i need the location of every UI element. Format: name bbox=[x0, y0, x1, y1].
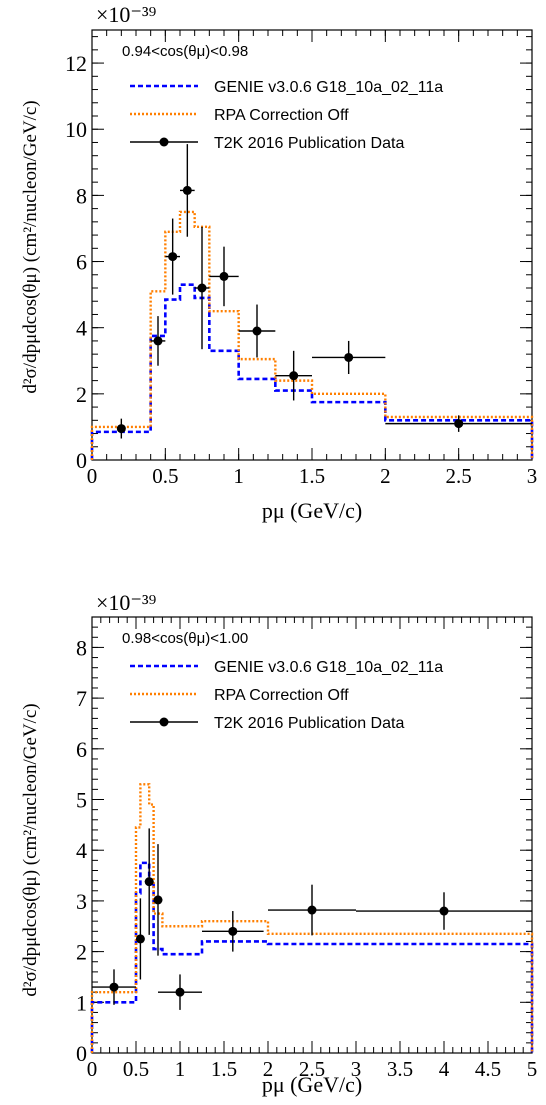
y-multiplier-label: ×10⁻³⁹ bbox=[96, 590, 157, 615]
x-tick-label: 4.5 bbox=[475, 1057, 501, 1081]
y-tick-label: 1 bbox=[76, 990, 87, 1015]
y-tick-label: 6 bbox=[76, 250, 87, 275]
data-point bbox=[175, 987, 185, 997]
legend-label: GENIE v3.0.6 G18_10a_02_11a bbox=[214, 79, 443, 96]
data-point bbox=[439, 906, 449, 916]
y-tick-label: 3 bbox=[76, 889, 87, 914]
data-point bbox=[182, 185, 192, 195]
data-point bbox=[153, 895, 163, 905]
x-tick-label: 3 bbox=[351, 1057, 362, 1081]
x-tick-label: 3.5 bbox=[387, 1057, 413, 1081]
plot-frame bbox=[91, 616, 533, 1054]
x-tick-label: 0.5 bbox=[152, 464, 178, 488]
chart-panel-bottom: ×10⁻³⁹ 0.98<cos(θμ)<1.00 pμ (GeV/c) d²σ/… bbox=[20, 590, 537, 1097]
data-point bbox=[454, 419, 464, 429]
data-point bbox=[344, 352, 354, 362]
x-tick-label: 0 bbox=[87, 464, 98, 488]
rpa-off-histogram bbox=[90, 783, 534, 1053]
legend-marker bbox=[159, 717, 169, 727]
chart-title: 0.94<cos(θμ)<0.98 bbox=[122, 43, 248, 60]
legend-label: RPA Correction Off bbox=[214, 687, 349, 704]
y-multiplier-label: ×10⁻³⁹ bbox=[96, 2, 157, 27]
legend-label: RPA Correction Off bbox=[214, 107, 349, 124]
x-axis-label: pμ (GeV/c) bbox=[262, 1072, 362, 1097]
x-tick-label: 3 bbox=[527, 464, 538, 488]
x-tick-label: 5 bbox=[527, 1057, 538, 1081]
genie-histogram bbox=[90, 861, 534, 1053]
data-point bbox=[153, 336, 163, 346]
y-tick-label: 8 bbox=[76, 635, 87, 660]
x-tick-label: 1.5 bbox=[299, 464, 325, 488]
data-point bbox=[197, 283, 207, 293]
x-tick-label: 1.5 bbox=[211, 1057, 237, 1081]
x-tick-label: 1 bbox=[233, 464, 244, 488]
data-point bbox=[109, 982, 119, 992]
x-tick-label: 2.5 bbox=[299, 1057, 325, 1081]
x-tick-label: 0 bbox=[87, 1057, 98, 1081]
y-tick-label: 10 bbox=[65, 117, 87, 142]
x-tick-label: 2.5 bbox=[446, 464, 472, 488]
y-tick-label: 2 bbox=[76, 382, 87, 407]
y-tick-label: 2 bbox=[76, 940, 87, 965]
data-point bbox=[144, 877, 154, 887]
x-tick-label: 0.5 bbox=[123, 1057, 149, 1081]
chart-title: 0.98<cos(θμ)<1.00 bbox=[122, 630, 248, 647]
y-tick-label: 12 bbox=[65, 51, 87, 76]
y-axis-label: d²σ/dpμdcos(θμ) (cm²/nucleon/GeV/c) bbox=[20, 100, 41, 393]
y-tick-label: 6 bbox=[76, 737, 87, 762]
genie-histogram bbox=[90, 283, 534, 460]
x-axis-label: pμ (GeV/c) bbox=[262, 498, 362, 523]
y-axis-label: d²σ/dpμdcos(θμ) (cm²/nucleon/GeV/c) bbox=[20, 703, 41, 996]
data-point bbox=[219, 271, 229, 281]
legend-label: T2K 2016 Publication Data bbox=[214, 135, 404, 152]
data-point bbox=[228, 926, 238, 936]
legend-label: T2K 2016 Publication Data bbox=[214, 715, 404, 732]
y-tick-label: 4 bbox=[76, 838, 87, 863]
y-tick-label: 7 bbox=[76, 686, 87, 711]
y-tick-label: 8 bbox=[76, 183, 87, 208]
data-point bbox=[252, 326, 262, 336]
data-point bbox=[289, 371, 299, 381]
x-tick-label: 2 bbox=[263, 1057, 274, 1081]
data-point bbox=[168, 252, 178, 262]
x-tick-label: 2 bbox=[380, 464, 391, 488]
data-point bbox=[307, 905, 317, 915]
data-point bbox=[116, 424, 126, 434]
chart-panel-top: ×10⁻³⁹ 0.94<cos(θμ)<0.98 pμ (GeV/c) d²σ/… bbox=[20, 2, 537, 523]
y-tick-label: 5 bbox=[76, 788, 87, 813]
x-tick-label: 1 bbox=[175, 1057, 186, 1081]
data-point bbox=[135, 934, 145, 944]
y-tick-label: 4 bbox=[76, 316, 87, 341]
x-tick-label: 4 bbox=[439, 1057, 450, 1081]
legend-marker bbox=[159, 137, 169, 147]
y-tick-label: 0 bbox=[76, 448, 87, 473]
legend-label: GENIE v3.0.6 G18_10a_02_11a bbox=[214, 659, 443, 676]
y-tick-label: 0 bbox=[76, 1041, 87, 1066]
